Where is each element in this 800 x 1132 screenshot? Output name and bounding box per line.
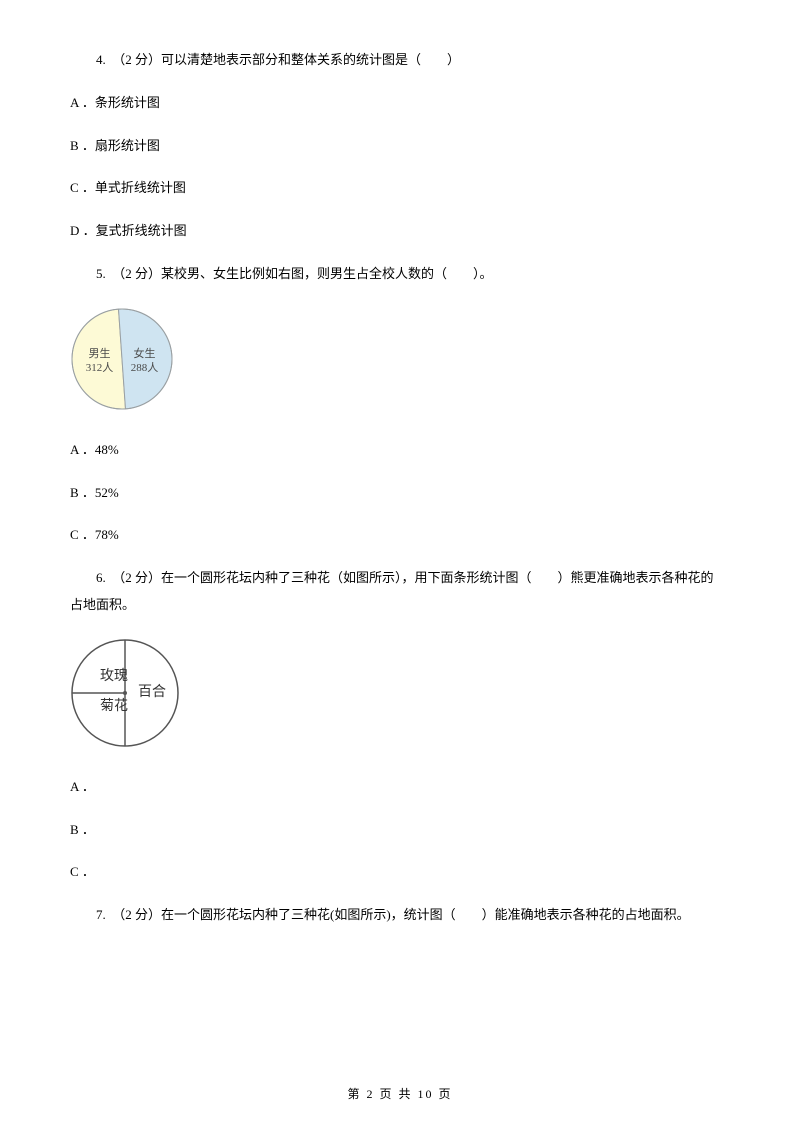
q5-option-b: B ．52% — [70, 483, 730, 504]
q4-option-c: C ．单式折线统计图 — [70, 178, 730, 199]
page-root: 4. （2 分）可以清楚地表示部分和整体关系的统计图是（ ） A ．条形统计图 … — [0, 0, 800, 1132]
q5-option-c: C ．78% — [70, 525, 730, 546]
flower-circle-icon: 玫瑰菊花百合 — [70, 638, 180, 748]
q6-circle-diagram: 玫瑰菊花百合 — [70, 638, 730, 753]
q4-option-a: A ．条形统计图 — [70, 93, 730, 114]
q6-stem-line2: 占地面积。 — [70, 595, 730, 616]
q5-option-a: A ．48% — [70, 440, 730, 461]
q6-option-c: C ． — [70, 862, 730, 883]
q7-stem: 7. （2 分）在一个圆形花坛内种了三种花(如图所示)，统计图（ ）能准确地表示… — [70, 905, 730, 926]
q4-option-b: B ．扇形统计图 — [70, 136, 730, 157]
svg-text:菊花: 菊花 — [100, 698, 128, 714]
svg-text:女生: 女生 — [134, 346, 156, 360]
svg-text:百合: 百合 — [138, 684, 166, 700]
svg-text:玫瑰: 玫瑰 — [100, 668, 128, 684]
q5-stem: 5. （2 分）某校男、女生比例如右图，则男生占全校人数的（ ）。 — [70, 264, 730, 285]
q6-stem: 6. （2 分）在一个圆形花坛内种了三种花（如图所示），用下面条形统计图（ ）熊… — [70, 568, 730, 616]
svg-text:312人: 312人 — [86, 361, 114, 374]
svg-text:288人: 288人 — [131, 361, 159, 374]
q4-option-d: D ．复式折线统计图 — [70, 221, 730, 242]
q6-stem-line1: 6. （2 分）在一个圆形花坛内种了三种花（如图所示），用下面条形统计图（ ）熊… — [70, 568, 730, 589]
page-footer: 第 2 页 共 10 页 — [0, 1085, 800, 1102]
q6-option-b: B ． — [70, 820, 730, 841]
q6-option-a: A ． — [70, 777, 730, 798]
q5-pie-chart: 男生312人 女生288人 — [70, 307, 730, 416]
svg-text:男生: 男生 — [89, 346, 111, 360]
q4-stem: 4. （2 分）可以清楚地表示部分和整体关系的统计图是（ ） — [70, 50, 730, 71]
pie-chart-icon: 男生312人 女生288人 — [70, 307, 174, 411]
